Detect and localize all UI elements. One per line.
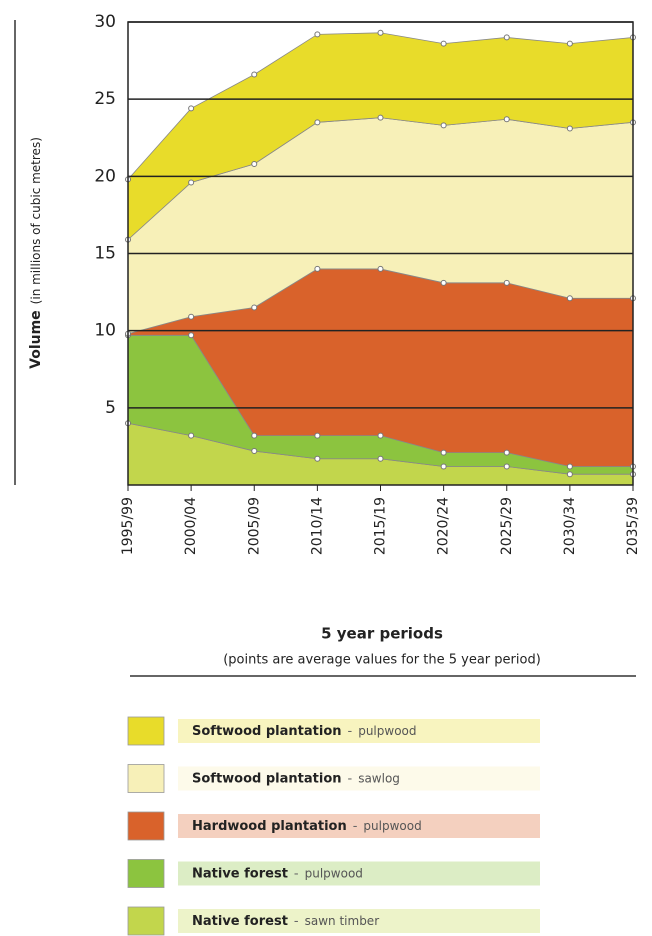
point <box>314 265 321 272</box>
x-tick-label: 2025/29 <box>499 497 515 555</box>
legend-label-bg <box>178 861 540 886</box>
point <box>377 114 384 121</box>
y-tick-label: 10 <box>94 321 116 341</box>
x-tick-label: 2000/04 <box>183 497 199 555</box>
y-axis-note: (in millions of cubic metres) <box>29 137 43 304</box>
point <box>188 432 195 439</box>
legend-product: pulpwood <box>363 819 421 833</box>
x-axis-note: (points are average values for the 5 yea… <box>223 653 541 668</box>
point <box>188 179 195 186</box>
legend-swatch <box>127 764 165 793</box>
legend-label: Native forest - sawn timber <box>192 914 379 929</box>
x-tick-label: 2015/19 <box>373 497 389 555</box>
point <box>503 463 510 470</box>
x-tick-label: 2020/24 <box>436 497 452 555</box>
point <box>440 40 447 47</box>
legend-product: pulpwood <box>305 866 363 880</box>
x-tick-label: 2035/39 <box>625 497 641 555</box>
point <box>377 432 384 439</box>
point <box>566 471 573 478</box>
point <box>566 40 573 47</box>
point <box>251 304 258 311</box>
legend-label-bg <box>178 909 540 933</box>
legend-label: Native forest - pulpwood <box>192 866 363 881</box>
legend-sep: - <box>294 866 299 881</box>
point <box>251 71 258 78</box>
y-tick-label: 15 <box>94 244 116 264</box>
point <box>377 29 384 36</box>
legend-group: Native forest <box>192 866 288 881</box>
legend-label: Hardwood plantation - pulpwood <box>192 819 422 834</box>
point <box>377 455 384 462</box>
legend-swatch <box>127 859 165 888</box>
legend-label-bg <box>178 766 540 791</box>
point <box>566 463 573 470</box>
point <box>440 449 447 456</box>
y-tick-label: 25 <box>94 89 116 109</box>
y-tick-label: 20 <box>94 166 116 186</box>
point <box>251 448 258 455</box>
point <box>503 34 510 41</box>
legend-product: sawn timber <box>305 914 380 928</box>
legend-group: Hardwood plantation <box>192 819 347 834</box>
legend-label-bg <box>178 814 540 838</box>
legend-group: Native forest <box>192 914 288 929</box>
legend-sep: - <box>353 819 358 834</box>
point <box>377 265 384 272</box>
point <box>503 279 510 286</box>
y-tick-label: 5 <box>105 398 116 418</box>
legend-swatch <box>127 811 165 841</box>
x-tick-label: 2010/14 <box>309 497 325 555</box>
y-tick-label: 30 <box>94 12 116 32</box>
point <box>251 160 258 167</box>
point <box>440 279 447 286</box>
legend-product: pulpwood <box>358 724 416 738</box>
point <box>440 463 447 470</box>
point <box>251 432 258 439</box>
x-tick-label: 2030/34 <box>562 497 578 555</box>
point <box>566 125 573 132</box>
point <box>566 295 573 302</box>
point <box>503 449 510 456</box>
y-axis-title: Volume <box>28 310 44 369</box>
legend-product: sawlog <box>358 771 400 785</box>
legend-group: Softwood plantation <box>192 724 342 739</box>
x-axis-title: 5 year periods <box>321 625 443 643</box>
point <box>188 332 195 339</box>
legend-swatch <box>127 716 165 746</box>
point <box>188 105 195 112</box>
point <box>314 31 321 38</box>
legend-group: Softwood plantation <box>192 771 342 786</box>
legend-sep: - <box>294 914 299 929</box>
point <box>440 122 447 129</box>
point <box>314 119 321 126</box>
legend-label-bg <box>178 719 540 743</box>
legend-sep: - <box>348 724 353 739</box>
x-tick-label: 1995/99 <box>120 497 136 555</box>
legend-label: Softwood plantation - pulpwood <box>192 724 417 739</box>
point <box>314 432 321 439</box>
point <box>503 116 510 123</box>
legend-sep: - <box>348 771 353 786</box>
point <box>188 313 195 320</box>
x-tick-label: 2005/09 <box>246 497 262 555</box>
legend-label: Softwood plantation - sawlog <box>192 771 400 786</box>
y-axis-label: Volume (in millions of cubic metres) <box>28 137 44 369</box>
point <box>314 455 321 462</box>
legend-swatch <box>127 906 165 936</box>
